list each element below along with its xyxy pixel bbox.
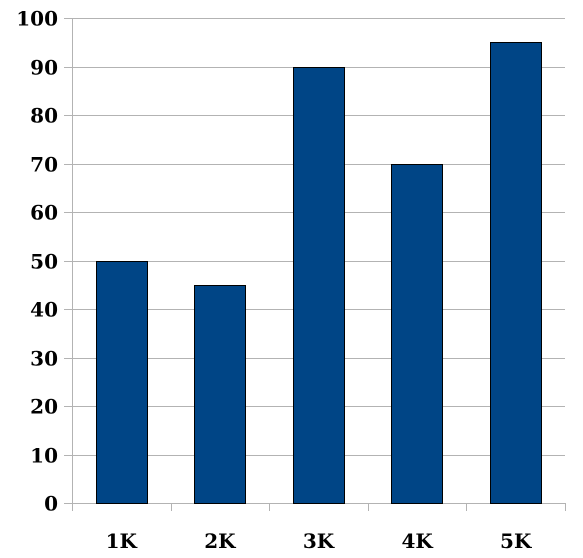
bar-2K [194,285,246,504]
y-tick-label-30: 30 [30,347,58,371]
y-tick-label-60: 60 [30,201,58,225]
y-tick-label-90: 90 [30,56,58,80]
y-tick-label-0: 0 [44,492,58,516]
bar-3K [293,67,345,504]
x-tick-label-2K: 2K [204,529,236,553]
y-tick-label-10: 10 [30,444,58,468]
y-tick-label-50: 50 [30,250,58,274]
x-tick-label-5K: 5K [500,529,532,553]
bar-5K [490,42,542,504]
bars [96,42,542,504]
bar-1K [96,261,148,504]
tick-labels: 0 10 20 30 40 50 60 70 80 90 100 1K 2K 3K 4K 5K [16,7,532,554]
y-tick-label-70: 70 [30,153,58,177]
axes [72,18,566,511]
x-tick-label-4K: 4K [401,529,433,553]
y-tick-label-20: 20 [30,395,58,419]
x-tick-label-1K: 1K [106,529,138,553]
y-tick-label-40: 40 [30,298,58,322]
bar-4K [391,164,443,504]
y-tick-label-80: 80 [30,104,58,128]
x-tick-label-3K: 3K [303,529,335,553]
y-tick-label-100: 100 [16,7,58,31]
